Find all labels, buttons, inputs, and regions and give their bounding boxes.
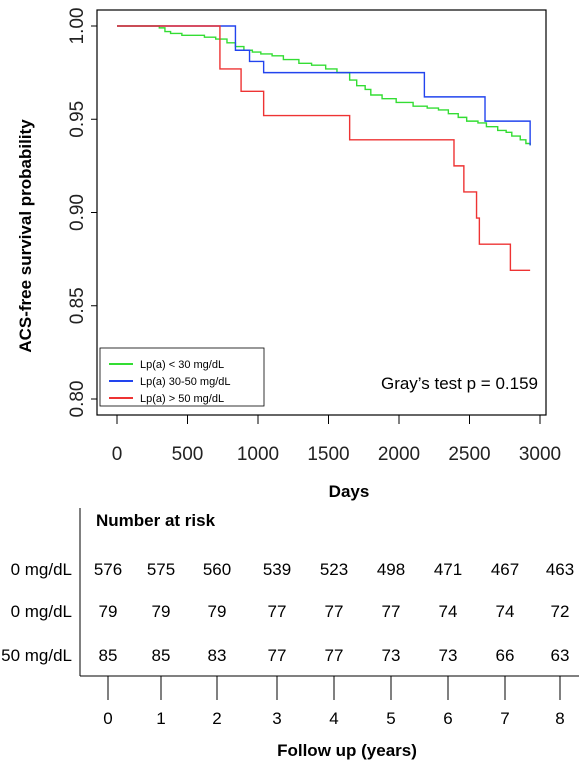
risk-count: 72 [551, 602, 570, 621]
risk-count: 79 [208, 602, 227, 621]
x-tick-label: 3000 [519, 444, 561, 465]
legend: Lp(a) < 30 mg/dL Lp(a) 30-50 mg/dL Lp(a)… [99, 347, 265, 407]
risk-count: 63 [551, 646, 570, 665]
y-axis: 0.80 0.85 0.90 0.95 1.00 [67, 8, 97, 418]
survival-curve-lpa-lt30 [117, 25, 531, 146]
risk-table-title: Number at risk [96, 511, 216, 530]
legend-label-lpa-lt30: Lp(a) < 30 mg/dL [140, 359, 224, 371]
year-tick-label: 0 [103, 709, 112, 728]
y-tick-label: 0.95 [67, 101, 88, 138]
y-tick-label: 0.85 [67, 287, 88, 324]
risk-count: 73 [439, 646, 458, 665]
legend-box [99, 347, 265, 407]
risk-count: 498 [377, 560, 405, 579]
x-tick-label: 0 [112, 444, 123, 465]
risk-count: 467 [491, 560, 519, 579]
year-tick-label: 8 [555, 709, 564, 728]
x-tick-label: 2500 [448, 444, 490, 465]
risk-count: 85 [99, 646, 118, 665]
y-axis-label: ACS-free survival probability [16, 119, 35, 353]
risk-count: 575 [147, 560, 175, 579]
year-tick-label: 5 [386, 709, 395, 728]
x-axis-label: Days [329, 482, 370, 501]
risk-count: 523 [320, 560, 348, 579]
x-tick-label: 1000 [237, 444, 279, 465]
risk-row-label: 0 mg/dL [11, 602, 72, 621]
risk-count: 83 [208, 646, 227, 665]
x-tick-label: 500 [172, 444, 204, 465]
year-tick-label: 3 [272, 709, 281, 728]
risk-rows: 0 mg/dL 576 575 560 539 523 498 471 467 463 0 mg/d… [1, 560, 574, 665]
risk-count: 471 [434, 560, 462, 579]
survival-curve-lpa-gt50 [117, 25, 531, 272]
y-tick-label: 0.90 [67, 194, 88, 231]
risk-count: 79 [152, 602, 171, 621]
x-tick-label: 2000 [378, 444, 420, 465]
risk-count: 576 [94, 560, 122, 579]
risk-count: 560 [203, 560, 231, 579]
risk-row-label: 50 mg/dL [1, 646, 72, 665]
risk-count: 77 [268, 646, 287, 665]
risk-row-label: 0 mg/dL [11, 560, 72, 579]
year-tick-label: 1 [156, 709, 165, 728]
risk-count: 73 [382, 646, 401, 665]
x-tick-label: 1500 [307, 444, 349, 465]
survival-curve-lpa-30-50 [117, 25, 531, 146]
y-tick-label: 1.00 [67, 8, 88, 45]
risk-count: 77 [382, 602, 401, 621]
risk-count: 85 [152, 646, 171, 665]
year-axis: 0 1 2 3 4 5 6 7 8 [103, 676, 565, 728]
risk-count: 77 [325, 646, 344, 665]
year-tick-label: 7 [500, 709, 509, 728]
risk-count: 539 [263, 560, 291, 579]
risk-count: 74 [439, 602, 458, 621]
year-tick-label: 4 [329, 709, 338, 728]
risk-count: 77 [268, 602, 287, 621]
year-tick-label: 6 [443, 709, 452, 728]
risk-count: 66 [496, 646, 515, 665]
risk-table: Number at risk 0 mg/dL 576 575 560 539 523 498… [1, 508, 579, 760]
follow-up-axis-label: Follow up (years) [277, 741, 417, 760]
year-tick-label: 2 [212, 709, 221, 728]
y-tick-label: 0.80 [67, 381, 88, 418]
risk-count: 463 [546, 560, 574, 579]
x-axis: 0 500 1000 1500 2000 2500 3000 [112, 415, 561, 465]
survival-curves [117, 25, 531, 272]
risk-count: 79 [99, 602, 118, 621]
risk-count: 74 [496, 602, 515, 621]
legend-label-lpa-30-50: Lp(a) 30-50 mg/dL [140, 376, 231, 388]
grays-test-annotation: Gray’s test p = 0.159 [381, 374, 538, 393]
legend-label-lpa-gt50: Lp(a) > 50 mg/dL [140, 393, 224, 405]
risk-count: 77 [325, 602, 344, 621]
